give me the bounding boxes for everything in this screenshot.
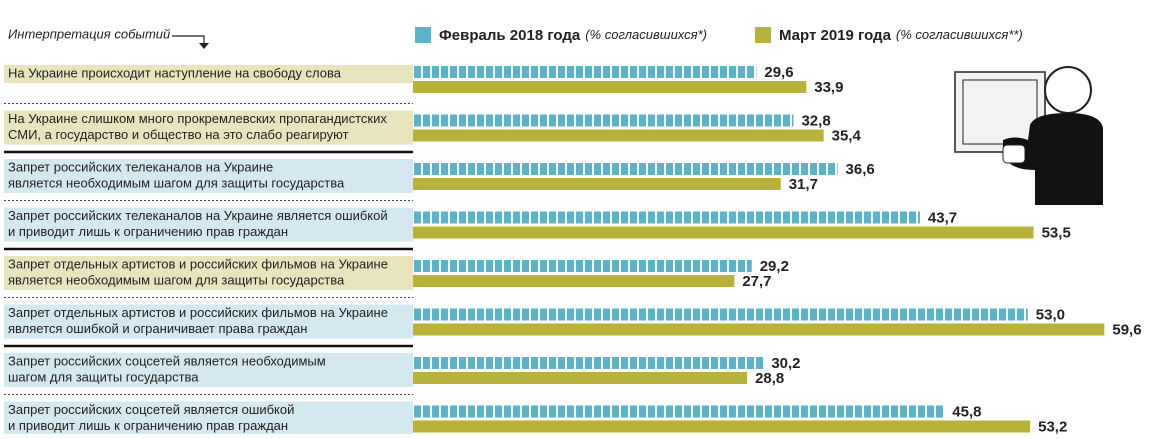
category-label: Запрет российских телеканалов на Украине [8, 159, 273, 174]
bar [413, 260, 752, 272]
legend-label: Февраль 2018 года (% согласившихся*) [439, 27, 707, 44]
bar [413, 275, 734, 287]
value-label: 29,6 [764, 64, 793, 81]
category-label: и приводит лишь к ограничению прав гражд… [8, 224, 288, 239]
legend-swatch [415, 27, 431, 43]
category-label: Запрет российских соцсетей является ошиб… [8, 402, 294, 417]
bar [413, 212, 920, 224]
header-label: Интерпретация событий [8, 26, 170, 41]
legend-label: Март 2019 года (% согласившихся**) [779, 27, 1023, 44]
bar [413, 81, 806, 93]
value-label: 53,5 [1042, 224, 1071, 241]
value-label: 53,2 [1038, 418, 1067, 434]
value-label: 28,8 [755, 370, 784, 387]
category-label: шагом для защиты государства [8, 369, 199, 384]
category-label: Запрет российских телеканалов на Украине… [8, 208, 388, 223]
bar [413, 66, 756, 78]
bar [413, 372, 747, 384]
category-label: Запрет российских соцсетей является необ… [8, 353, 326, 368]
bar [413, 130, 824, 142]
legend-note: (% согласившихся*) [585, 27, 707, 42]
bar [413, 163, 838, 175]
category-label: Запрет отдельных артистов и российских ф… [8, 256, 388, 271]
value-label: 35,4 [832, 127, 862, 144]
category-label: является необходимым шагом для защиты го… [8, 175, 345, 190]
value-label: 45,8 [952, 403, 981, 420]
category-label: является необходимым шагом для защиты го… [8, 272, 345, 287]
legend-swatch [755, 27, 771, 43]
bar [413, 406, 944, 418]
bar [413, 227, 1034, 239]
illustration [955, 67, 1103, 205]
legend-name: Март 2019 года [779, 27, 892, 44]
bar [413, 309, 1028, 321]
value-label: 36,6 [846, 161, 875, 178]
arrow [172, 36, 209, 49]
value-label: 59,6 [1112, 321, 1141, 338]
category-label: На Украине происходит наступление на сво… [8, 65, 342, 80]
bar [413, 115, 793, 127]
value-label: 53,0 [1036, 306, 1065, 323]
category-label: является ошибкой и ограничивает права гр… [8, 321, 307, 336]
bar [413, 357, 763, 369]
bar [413, 178, 781, 190]
value-label: 33,9 [814, 79, 843, 96]
legend-note: (% согласившихся**) [896, 27, 1023, 42]
category-label: и приводит лишь к ограничению прав гражд… [8, 418, 288, 433]
value-label: 31,7 [789, 176, 818, 193]
bar [413, 324, 1104, 336]
category-label: На Украине слишком много прокремлевских … [8, 111, 387, 126]
bar [413, 421, 1030, 433]
category-label: Запрет отдельных артистов и российских ф… [8, 305, 388, 320]
value-label: 27,7 [742, 273, 771, 290]
chart: Интерпретация событий Февраль 2018 года (… [0, 0, 1152, 434]
category-label: СМИ, а государство и общество на это сла… [8, 127, 349, 142]
legend-name: Февраль 2018 года [439, 27, 581, 44]
value-label: 43,7 [928, 209, 957, 226]
value-label: 32,8 [801, 112, 830, 129]
